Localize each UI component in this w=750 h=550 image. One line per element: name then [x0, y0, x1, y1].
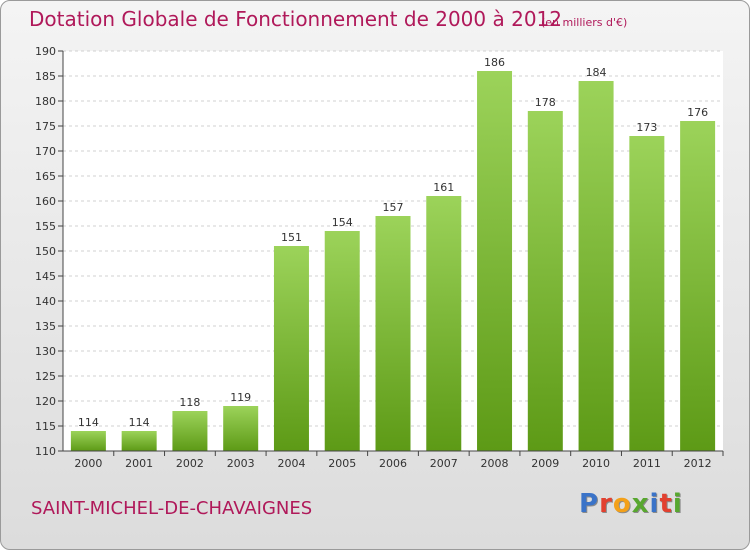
x-tick-label: 2006 — [379, 457, 407, 470]
bars — [70, 71, 716, 451]
bar — [375, 216, 411, 451]
bar-value-label: 161 — [433, 181, 454, 194]
x-tick-label: 2011 — [633, 457, 661, 470]
x-tick-label: 2012 — [684, 457, 712, 470]
bar — [70, 431, 106, 451]
brand-logo: Proxiti — [579, 489, 683, 519]
y-tick-labels: 110 115 120 125 130 135 140 145 150 155 160 165 170 1… — [35, 45, 56, 458]
brand-letter: x — [631, 489, 650, 519]
x-tick-label: 2007 — [430, 457, 458, 470]
chart-title: Dotation Globale de Fonctionnement de 20… — [29, 7, 562, 31]
bar — [680, 121, 716, 451]
y-tick-label: 150 — [35, 245, 56, 258]
y-tick-label: 165 — [35, 170, 56, 183]
y-tick-label: 185 — [35, 70, 56, 83]
bar — [324, 231, 360, 451]
bar-value-label: 119 — [230, 391, 251, 404]
x-tick-label: 2009 — [531, 457, 559, 470]
y-tick-label: 130 — [35, 345, 56, 358]
y-tick-label: 190 — [35, 45, 56, 58]
brand-letter: i — [649, 489, 660, 519]
bar-value-label: 184 — [586, 66, 607, 79]
x-tick-labels: 2000 2001 2002 2003 2004 2005 2006 2007 2008 2009… — [74, 457, 711, 470]
y-tick-label: 180 — [35, 95, 56, 108]
bar-value-label: 118 — [179, 396, 200, 409]
unit-label: (en milliers d'€) — [541, 16, 628, 29]
bar — [172, 411, 208, 451]
y-tick-label: 155 — [35, 220, 56, 233]
x-tick-label: 2005 — [328, 457, 356, 470]
y-tick-label: 170 — [35, 145, 56, 158]
bar — [223, 406, 259, 451]
y-tick-label: 135 — [35, 320, 56, 333]
x-tick-label: 2000 — [74, 457, 102, 470]
bar — [121, 431, 157, 451]
bar-value-label: 176 — [687, 106, 708, 119]
bar-value-label: 114 — [78, 416, 99, 429]
x-tick-label: 2003 — [227, 457, 255, 470]
bar — [629, 136, 665, 451]
y-tick-label: 145 — [35, 270, 56, 283]
value-labels: 114 114 118 119 151 154 157 161 186 178 184 173 176 — [78, 56, 708, 429]
brand-letter: r — [599, 489, 613, 519]
bar-value-label: 151 — [281, 231, 302, 244]
bar-value-label: 178 — [535, 96, 556, 109]
bar — [578, 81, 614, 451]
bar-value-label: 154 — [332, 216, 353, 229]
brand-letter: t — [659, 489, 673, 519]
brand-letter: P — [579, 489, 600, 519]
bar-value-label: 186 — [484, 56, 505, 69]
y-tick-label: 125 — [35, 370, 56, 383]
y-tick-label: 115 — [35, 420, 56, 433]
brand-letter: o — [612, 489, 632, 519]
bar-value-label: 173 — [636, 121, 657, 134]
bar-value-label: 157 — [383, 201, 404, 214]
bar — [426, 196, 462, 451]
place-name: SAINT-MICHEL-DE-CHAVAIGNES — [31, 498, 313, 519]
x-tick-label: 2004 — [277, 457, 305, 470]
x-tick-label: 2010 — [582, 457, 610, 470]
brand-letter: i — [672, 489, 683, 519]
x-tick-label: 2008 — [481, 457, 509, 470]
bar-value-label: 114 — [129, 416, 150, 429]
y-tick-label: 120 — [35, 395, 56, 408]
axes — [62, 51, 723, 452]
bar — [273, 246, 309, 451]
y-tick-label: 175 — [35, 120, 56, 133]
bar — [527, 111, 563, 451]
x-tick-label: 2001 — [125, 457, 153, 470]
y-tick-label: 160 — [35, 195, 56, 208]
y-tick-label: 110 — [35, 445, 56, 458]
x-tick-label: 2002 — [176, 457, 204, 470]
bar — [477, 71, 513, 451]
y-tick-label: 140 — [35, 295, 56, 308]
